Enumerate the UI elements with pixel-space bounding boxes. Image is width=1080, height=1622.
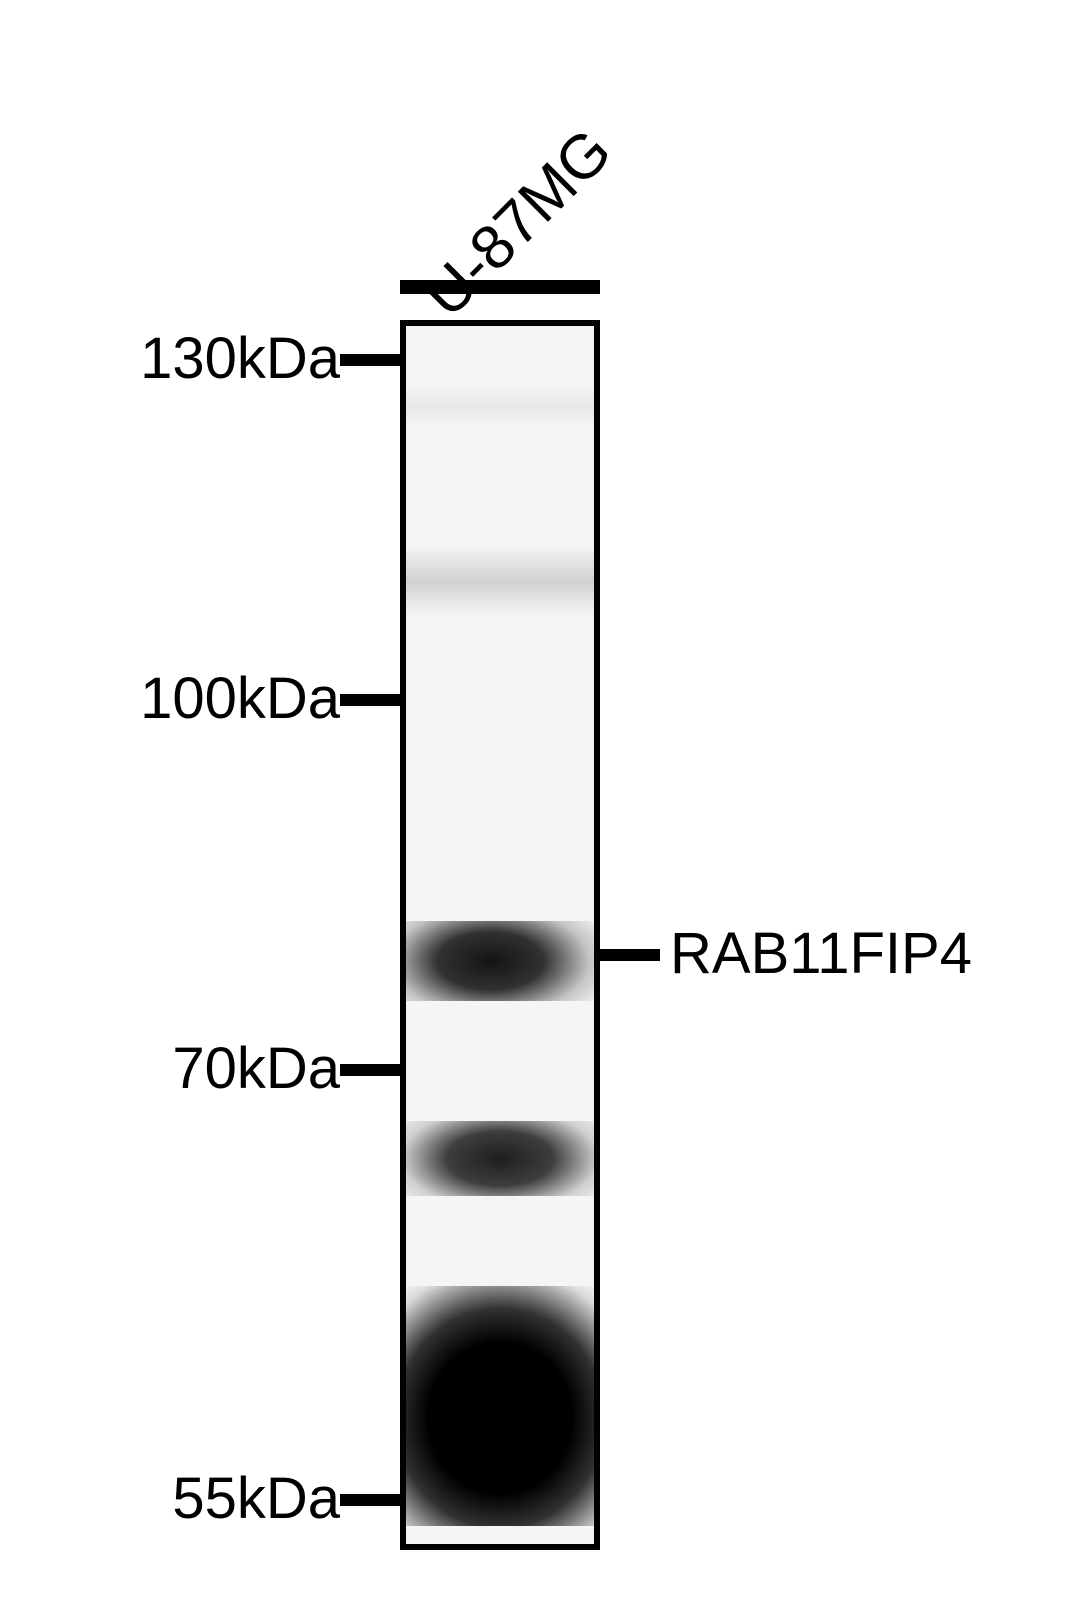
blot-figure: U-87MG RAB11FIP4 130kDa 100kDa 70kDa 55kDa: [0, 0, 1080, 1622]
target-label: RAB11FIP4: [670, 920, 972, 987]
sample-label: U-87MG: [410, 115, 626, 331]
mw-tick: [340, 354, 400, 366]
target-band: [406, 921, 594, 1001]
mw-tick: [340, 1064, 400, 1076]
blob-58: [406, 1286, 594, 1526]
mw-tick: [340, 694, 400, 706]
target-tick: [600, 949, 660, 961]
blot-lane: [400, 320, 600, 1550]
sample-tick: [400, 280, 600, 294]
faint-band-130: [406, 386, 594, 426]
mw-label: 130kDa: [140, 325, 340, 392]
mw-tick: [340, 1494, 400, 1506]
band-65: [406, 1121, 594, 1196]
mw-label: 70kDa: [172, 1035, 340, 1102]
mw-label: 100kDa: [140, 665, 340, 732]
faint-band-110: [406, 546, 594, 616]
noise-spot: [426, 426, 516, 516]
mw-label: 55kDa: [172, 1465, 340, 1532]
